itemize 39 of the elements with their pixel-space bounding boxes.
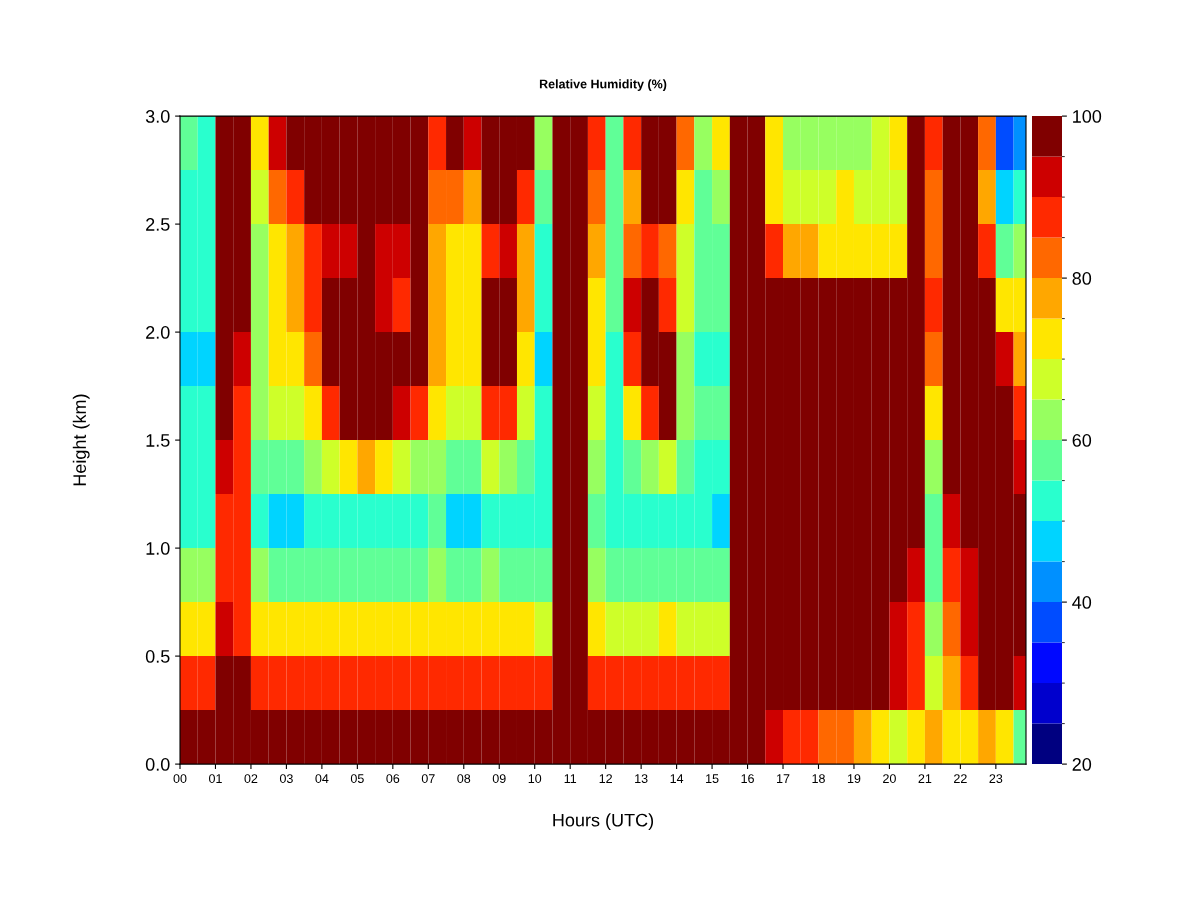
color-bar-label: 80: [1072, 272, 1092, 285]
x-tick-label: 10: [528, 774, 542, 783]
x-tick-label: 08: [457, 774, 471, 783]
color-bar-label: 20: [1072, 758, 1092, 771]
x-tick-label: 20: [883, 774, 896, 783]
y-tick-label: 0.0: [145, 758, 170, 771]
color-bar-label: 40: [1072, 596, 1092, 609]
x-tick-label: 23: [989, 774, 1003, 783]
x-tick-label: 09: [492, 774, 506, 783]
x-tick-label: 04: [315, 774, 329, 783]
color-bar-label: 100: [1073, 110, 1102, 123]
x-tick-label: 13: [635, 774, 648, 783]
x-tick-label: 17: [777, 774, 790, 783]
x-tick-label: 11: [564, 774, 577, 783]
x-tick-label: 21: [918, 774, 932, 783]
x-tick-label: 03: [279, 774, 293, 783]
y-axis-title: Height (km): [72, 394, 90, 486]
x-tick-label: 19: [847, 774, 861, 783]
color-bar-label: 60: [1072, 434, 1092, 447]
x-tick-label: 18: [812, 774, 825, 783]
y-tick-label: 1.5: [146, 434, 170, 447]
y-tick-label: 2.5: [146, 218, 170, 231]
x-tick-label: 15: [706, 774, 719, 783]
chart-title: Relative Humidity (%): [539, 79, 667, 91]
x-tick-label: 14: [670, 774, 684, 783]
x-tick-label: 06: [386, 774, 400, 783]
y-tick-label: 3.0: [145, 110, 170, 123]
x-axis-title: Hours (UTC): [553, 813, 654, 831]
x-tick-label: 07: [421, 774, 435, 783]
x-tick-label: 16: [741, 774, 754, 783]
x-tick-label: 22: [954, 774, 967, 783]
x-tick-label: 05: [350, 774, 364, 783]
x-tick-label: 02: [244, 774, 258, 783]
x-tick-label: 01: [209, 774, 222, 783]
x-tick-label: 12: [599, 774, 612, 783]
y-tick-label: 1.0: [146, 542, 170, 555]
x-tick-label: 00: [173, 774, 187, 783]
y-tick-label: 0.5: [145, 650, 170, 663]
y-tick-label: 2.0: [146, 326, 170, 339]
